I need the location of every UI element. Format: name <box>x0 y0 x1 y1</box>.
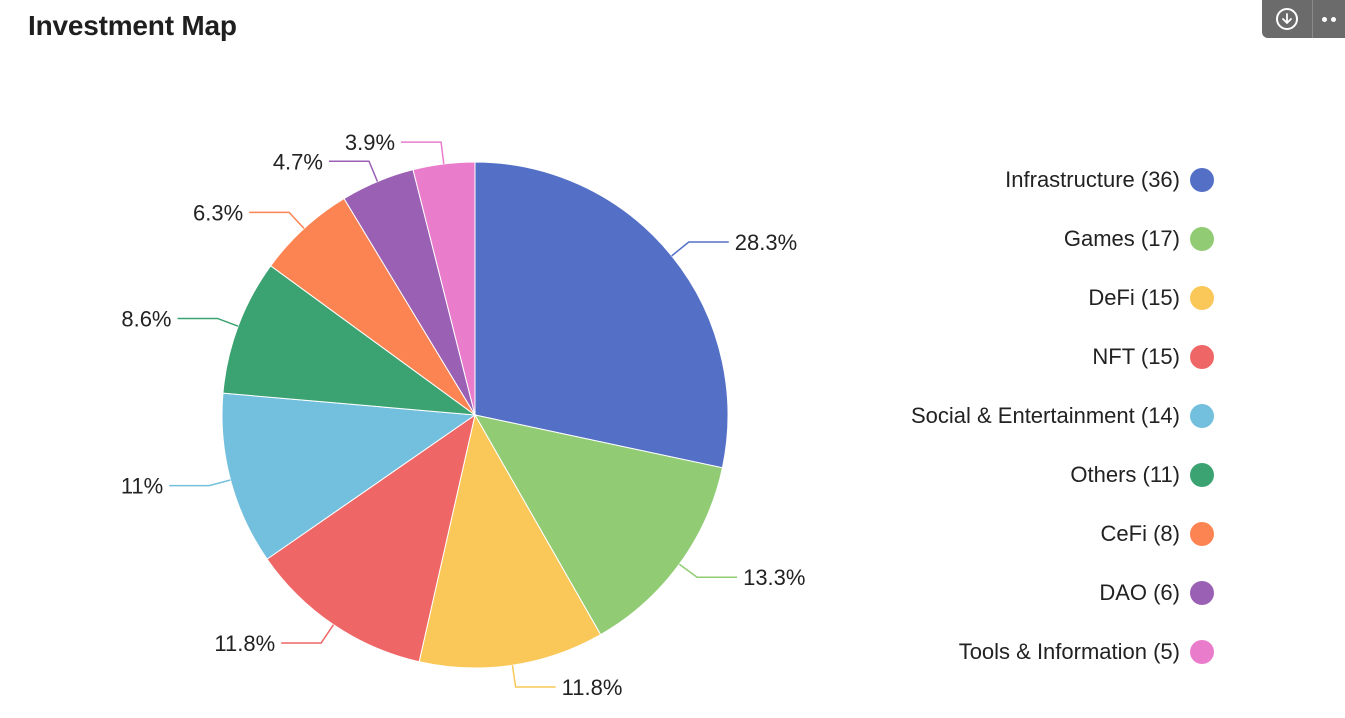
slice-data-label: 3.9% <box>345 130 395 155</box>
slice-data-label: 8.6% <box>121 306 171 331</box>
more-dots-icon <box>1331 16 1336 22</box>
legend-swatch <box>1190 403 1214 428</box>
legend-swatch <box>1190 344 1214 369</box>
legend-swatch <box>1190 167 1214 192</box>
slice-data-label: 11.8% <box>214 631 275 656</box>
slice-data-label: 11% <box>121 474 163 499</box>
label-leader-line <box>249 211 305 230</box>
legend-label: Others (11) <box>1070 461 1180 487</box>
pie-slice[interactable] <box>418 413 602 669</box>
legend-swatch <box>1190 580 1214 605</box>
chart-title: Investment Map <box>28 10 237 41</box>
legend-label: Tools & Information (5) <box>958 638 1180 664</box>
legend-swatch <box>1190 639 1214 664</box>
pie-slice[interactable] <box>412 161 476 416</box>
legend-item[interactable]: Tools & Information (5) <box>959 622 1214 681</box>
chart-legend: Infrastructure (36) Games (17) DeFi (15) NF… <box>911 150 1214 681</box>
legend-item[interactable]: Games (17) <box>1064 209 1214 268</box>
toolbar-divider <box>1312 0 1313 38</box>
legend-label: DeFi (15) <box>1088 284 1180 310</box>
slice-data-label: 13.3% <box>743 565 805 590</box>
legend-item[interactable]: NFT (15) <box>1092 327 1214 386</box>
label-leader-line <box>281 624 335 644</box>
pie-slice[interactable] <box>222 265 477 416</box>
pie-slice[interactable] <box>266 413 476 663</box>
pie-slice[interactable] <box>474 414 724 636</box>
label-leader-line <box>177 317 239 327</box>
label-leader-line <box>678 563 738 578</box>
label-leader-line <box>169 479 231 487</box>
legend-label: Games (17) <box>1063 225 1180 251</box>
legend-item[interactable]: Social & Entertainment (14) <box>911 386 1214 445</box>
label-leader-line <box>511 665 556 688</box>
legend-label: DAO (6) <box>1099 579 1180 605</box>
label-leader-line <box>401 141 445 165</box>
label-leader-line <box>671 241 729 257</box>
download-icon <box>1276 8 1298 30</box>
more-dots-icon <box>1322 16 1327 22</box>
legend-item[interactable]: Infrastructure (36) <box>1005 150 1214 209</box>
legend-label: NFT (15) <box>1092 343 1180 369</box>
legend-swatch <box>1190 462 1214 487</box>
legend-label: Infrastructure (36) <box>1005 166 1180 192</box>
legend-swatch <box>1190 521 1214 546</box>
slice-data-label: 11.8% <box>562 675 623 700</box>
pie-slice[interactable] <box>221 392 477 560</box>
more-button[interactable] <box>1313 0 1345 38</box>
chart-toolbar <box>1262 0 1345 38</box>
legend-item[interactable]: DAO (6) <box>1099 563 1214 622</box>
pie-slice[interactable] <box>474 161 729 469</box>
legend-item[interactable]: DeFi (15) <box>1088 268 1214 327</box>
download-button[interactable] <box>1262 0 1312 38</box>
legend-swatch <box>1190 226 1214 251</box>
slice-data-label: 4.7% <box>273 149 323 174</box>
label-leader-line <box>328 160 379 182</box>
legend-item[interactable]: Others (11) <box>1070 445 1214 504</box>
slice-data-label: 6.3% <box>193 200 243 225</box>
legend-label: CeFi (8) <box>1100 520 1180 546</box>
legend-swatch <box>1190 285 1214 310</box>
slice-data-label: 28.3% <box>735 230 797 255</box>
legend-item[interactable]: CeFi (8) <box>1101 504 1214 563</box>
legend-label: Social & Entertainment (14) <box>910 402 1180 428</box>
